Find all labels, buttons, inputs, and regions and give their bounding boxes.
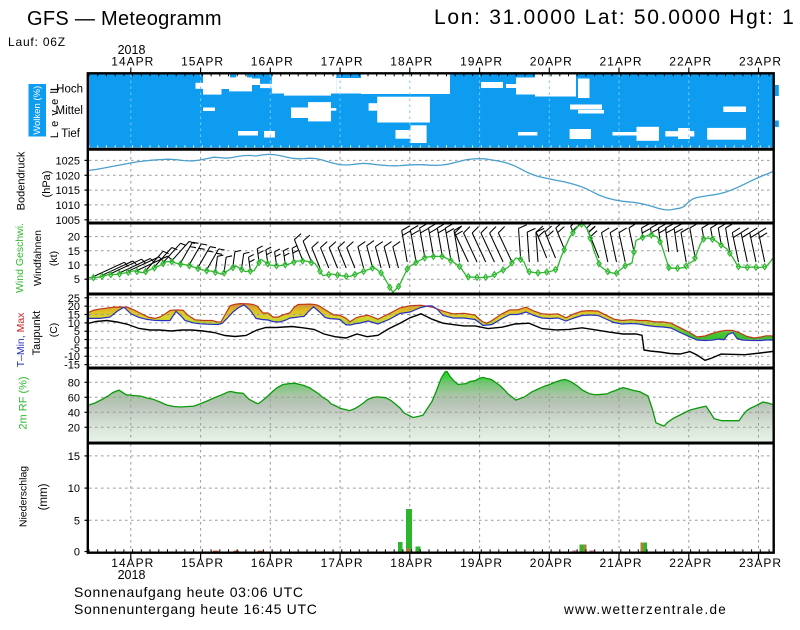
- svg-text:5: 5: [74, 274, 80, 286]
- svg-text:10: 10: [68, 318, 80, 330]
- svg-text:21APR: 21APR: [599, 55, 642, 69]
- svg-text:Mittel: Mittel: [56, 105, 83, 117]
- svg-text:1020: 1020: [56, 170, 80, 182]
- svg-text:17APR: 17APR: [321, 556, 364, 570]
- svg-text:0: 0: [74, 335, 80, 347]
- svg-text:14APR: 14APR: [111, 556, 154, 570]
- svg-text:40: 40: [68, 407, 80, 419]
- svg-text:Lon: 31.0000 Lat: 50.0000 Hgt:: Lon: 31.0000 Lat: 50.0000 Hgt: 1: [434, 6, 795, 29]
- svg-text:16APR: 16APR: [251, 55, 294, 69]
- svg-text:GFS — Meteogramm: GFS — Meteogramm: [27, 8, 222, 30]
- svg-text:-10: -10: [64, 351, 80, 363]
- svg-text:Sonnenaufgang heute 03:06 UTC: Sonnenaufgang heute 03:06 UTC: [74, 584, 304, 600]
- svg-text:15: 15: [68, 246, 80, 258]
- svg-text:20APR: 20APR: [530, 556, 573, 570]
- svg-text:22APR: 22APR: [669, 55, 712, 69]
- svg-text:16APR: 16APR: [251, 556, 294, 570]
- svg-text:Bodendruck: Bodendruck: [16, 151, 28, 210]
- svg-text:-15: -15: [64, 360, 80, 372]
- svg-text:18APR: 18APR: [390, 55, 433, 69]
- svg-text:80: 80: [68, 377, 80, 389]
- svg-text:Tief: Tief: [61, 128, 81, 140]
- svg-text:(mm): (mm): [38, 483, 50, 510]
- svg-text:5: 5: [74, 515, 80, 527]
- svg-text:Level: Level: [49, 86, 61, 138]
- svg-text:2018: 2018: [118, 43, 146, 57]
- svg-text:23APR: 23APR: [739, 55, 782, 69]
- svg-text:17APR: 17APR: [321, 55, 364, 69]
- svg-text:20: 20: [68, 301, 80, 313]
- svg-text:0: 0: [74, 547, 80, 559]
- svg-text:15: 15: [68, 451, 80, 463]
- svg-text:Hoch: Hoch: [56, 84, 83, 96]
- svg-text:22APR: 22APR: [669, 556, 712, 570]
- svg-text:15: 15: [68, 310, 80, 322]
- svg-text:T–Min, Max: T–Min, Max: [15, 312, 27, 368]
- svg-text:Sonnenuntergang heute 16:45 UT: Sonnenuntergang heute 16:45 UTC: [74, 601, 318, 617]
- svg-text:25: 25: [68, 293, 80, 305]
- svg-text:1010: 1010: [56, 200, 80, 212]
- svg-text:Taupunkt: Taupunkt: [31, 311, 43, 356]
- svg-text:Windfahnen: Windfahnen: [32, 230, 44, 286]
- svg-text:1005: 1005: [56, 215, 80, 227]
- svg-text:(hPa): (hPa): [41, 171, 53, 198]
- svg-text:Lauf: 06Z: Lauf: 06Z: [8, 35, 66, 49]
- svg-text:Niederschlag: Niederschlag: [18, 466, 30, 527]
- svg-text:1025: 1025: [56, 155, 80, 167]
- svg-text:15APR: 15APR: [181, 556, 224, 570]
- svg-text:21APR: 21APR: [599, 556, 642, 570]
- svg-text:20: 20: [68, 422, 80, 434]
- svg-text:1015: 1015: [56, 185, 80, 197]
- svg-text:23APR: 23APR: [739, 556, 782, 570]
- svg-text:-5: -5: [70, 343, 80, 355]
- svg-text:19APR: 19APR: [460, 556, 503, 570]
- svg-text:19APR: 19APR: [460, 55, 503, 69]
- svg-text:2m RF (%): 2m RF (%): [18, 376, 30, 429]
- svg-text:Wind Geschwi.: Wind Geschwi.: [14, 223, 26, 293]
- svg-text:14APR: 14APR: [111, 55, 154, 69]
- svg-text:10: 10: [68, 260, 80, 272]
- svg-text:5: 5: [74, 326, 80, 338]
- svg-text:(kt): (kt): [48, 251, 60, 266]
- svg-text:15APR: 15APR: [181, 55, 224, 69]
- svg-text:10: 10: [68, 483, 80, 495]
- svg-text:20: 20: [68, 232, 80, 244]
- svg-text:60: 60: [68, 392, 80, 404]
- svg-text:18APR: 18APR: [390, 556, 433, 570]
- svg-text:2018: 2018: [118, 568, 146, 582]
- svg-text:20APR: 20APR: [530, 55, 573, 69]
- svg-text:(C): (C): [48, 323, 60, 338]
- svg-text:Wolken (%): Wolken (%): [32, 86, 43, 135]
- svg-text:www.wetterzentrale.de: www.wetterzentrale.de: [563, 602, 727, 617]
